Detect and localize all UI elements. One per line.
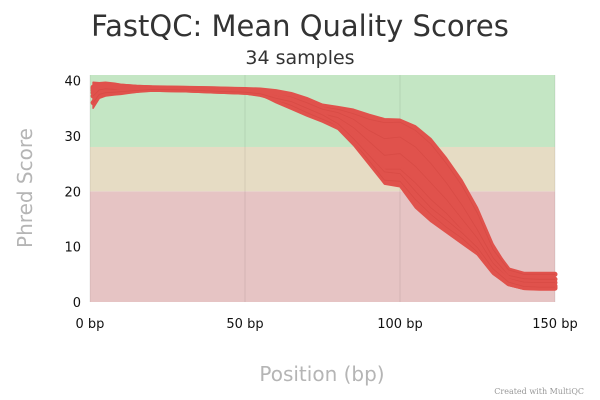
chart-subtitle: 34 samples (245, 47, 354, 69)
x-axis-title: Position (bp) (259, 362, 384, 386)
x-tick-label-0: 0 bp (76, 317, 105, 332)
sample-line-edge-5 (92, 88, 555, 288)
x-tick-label-3: 150 bp (532, 317, 577, 332)
gridlines (89, 75, 556, 302)
sample-line-5[interactable] (90, 86, 558, 290)
multiqc-credit: Created with MultiQC (494, 387, 584, 396)
y-tick-label-3: 30 (64, 130, 81, 145)
series-lines (90, 82, 558, 291)
y-axis-title: Phred Score (13, 128, 37, 248)
chart-title: FastQC: Mean Quality Scores (91, 9, 509, 43)
quality-band-1 (90, 146, 555, 192)
y-tick-label-4: 40 (64, 75, 81, 90)
x-tick-label-1: 50 bp (226, 317, 263, 332)
y-tick-label-2: 20 (64, 185, 81, 200)
x-tick-label-2: 100 bp (377, 317, 422, 332)
x-axis-ticks: 0 bp 50 bp 100 bp 150 bp (76, 317, 578, 332)
y-tick-label-0: 0 (73, 296, 81, 311)
y-axis-ticks: 0 10 20 30 40 (64, 75, 81, 311)
y-tick-label-1: 10 (64, 241, 81, 256)
